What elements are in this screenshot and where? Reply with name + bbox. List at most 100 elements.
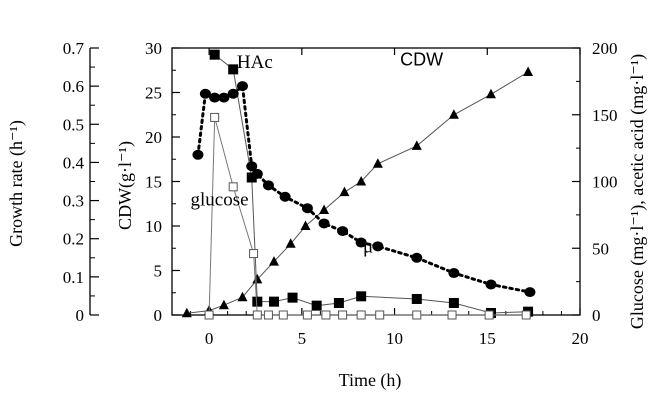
x-axis-title: Time (h) [339, 370, 402, 391]
annotation-label: CDW [400, 49, 443, 69]
growth-tick-label: 0 [76, 306, 85, 325]
growth-tick-label: 0.1 [63, 268, 84, 287]
conc-tick-label: 100 [592, 173, 618, 192]
open-square-point [447, 310, 457, 320]
series-line [186, 71, 529, 314]
cdw-tick-label: 15 [145, 173, 162, 192]
circle-point [192, 149, 204, 160]
open-square-point [263, 310, 273, 320]
text-layer: 0 5 10 15 20 Time (h) 0 5 10 15 20 25 30 CDW(g·l⁻¹) 0 5… [6, 39, 648, 391]
triangle-point [411, 140, 422, 150]
circle-point [337, 226, 349, 237]
filled-square-point [246, 172, 257, 183]
open-square-point [228, 182, 238, 192]
annotation-label: glucose [191, 190, 249, 211]
cdw-tick-label: 0 [154, 306, 163, 325]
triangle-point [356, 176, 367, 186]
triangle-point [448, 109, 459, 119]
circle-point [279, 191, 291, 202]
filled-square-point [311, 300, 322, 311]
series-layer [181, 49, 536, 320]
filled-square-point [269, 296, 279, 307]
triangle-point [237, 291, 248, 302]
triangle-point [485, 88, 496, 99]
triangle-point [319, 204, 330, 214]
cdw-tick-label: 30 [145, 39, 162, 58]
open-square-point [278, 310, 288, 320]
conc-tick-label: 150 [592, 106, 618, 125]
growth-tick-label: 0.2 [63, 230, 84, 249]
circle-point [411, 252, 423, 263]
filled-square-point [411, 293, 422, 304]
cdw-tick-label: 10 [145, 217, 162, 236]
triangle-point [372, 158, 383, 168]
x-tick-label: 10 [386, 329, 403, 348]
circle-point [209, 92, 221, 103]
triangle-point [181, 307, 192, 318]
circle-point [355, 237, 367, 248]
open-square-point [375, 310, 385, 320]
circle-point [318, 218, 330, 229]
circle-point [448, 268, 460, 279]
series-glucose [204, 112, 531, 320]
conc-axis-title: Glucose (mg·l⁻¹), acetic acid (mg·l⁻¹) [627, 54, 648, 329]
growth-tick-label: 0.3 [63, 192, 84, 211]
x-tick-label: 15 [479, 329, 496, 348]
x-tick-label: 0 [205, 329, 214, 348]
triangle-point [269, 256, 279, 266]
cdw-tick-label: 25 [145, 84, 162, 103]
circle-point [372, 241, 384, 252]
open-square-point [252, 310, 262, 320]
annotation-label: HAc [237, 52, 273, 73]
filled-square-point [448, 297, 459, 308]
filled-square-point [356, 291, 367, 302]
triangle-point [300, 220, 311, 230]
conc-tick-label: 0 [592, 306, 601, 325]
triangle-point [218, 299, 229, 310]
circle-point [301, 203, 313, 214]
open-square-point [204, 310, 214, 320]
filled-square-point [209, 49, 220, 60]
growth-tick-label: 0.5 [63, 115, 84, 134]
open-square-point [338, 310, 348, 320]
growth-tick-label: 0.7 [63, 39, 85, 58]
plot-frame [171, 47, 581, 316]
filled-square-point [287, 292, 298, 303]
cdw-axis-title: CDW(g·l⁻¹) [115, 141, 136, 230]
open-square-point [356, 310, 366, 320]
circle-point [485, 279, 497, 290]
circle-point [218, 92, 230, 103]
open-square-point [484, 310, 494, 320]
circle-point [199, 88, 211, 99]
cdw-tick-label: 20 [145, 128, 162, 147]
x-tick-label: 20 [572, 329, 589, 348]
open-square-point [302, 310, 312, 320]
growth-axis-title: Growth rate (h⁻¹) [6, 120, 27, 247]
filled-square-point [252, 296, 263, 307]
annotation-label: μ [363, 236, 373, 257]
triangle-point [523, 66, 534, 77]
axes [89, 47, 581, 316]
triangle-point [285, 238, 296, 248]
triangle-point [339, 186, 350, 197]
conc-tick-label: 200 [592, 39, 618, 58]
series-line [208, 117, 527, 316]
circle-point [236, 81, 248, 92]
open-square-point [321, 310, 331, 320]
open-square-point [412, 310, 422, 320]
open-square-point [249, 249, 259, 259]
circle-point [251, 168, 263, 179]
growth-tick-label: 0.4 [63, 153, 85, 172]
growth-tick-label: 0.6 [63, 77, 84, 96]
circle-point [227, 88, 239, 99]
open-square-point [521, 310, 531, 320]
open-square-point [210, 112, 220, 122]
x-tick-label: 5 [298, 329, 307, 348]
cdw-tick-label: 5 [154, 262, 163, 281]
filled-square-point [228, 64, 239, 75]
filled-square-point [333, 297, 344, 308]
circle-point [262, 180, 274, 191]
series-- [192, 81, 536, 298]
circle-point [246, 161, 258, 172]
